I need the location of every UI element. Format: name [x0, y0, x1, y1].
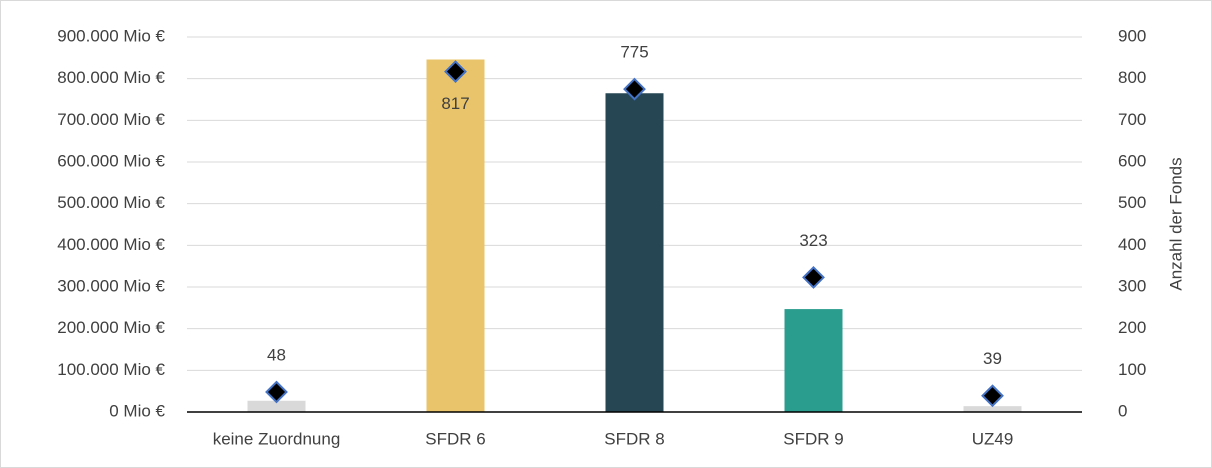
- bar: [784, 309, 843, 412]
- y2-tick-label: 300: [1118, 276, 1146, 295]
- diamond-marker: [981, 384, 1004, 408]
- diamond-marker: [802, 266, 825, 289]
- bar: [963, 406, 1022, 412]
- x-tick-label: keine Zuordnung: [213, 429, 341, 448]
- y-tick-label: 0 Mio €: [109, 401, 165, 420]
- x-tick-label: SFDR 8: [604, 429, 664, 448]
- y-tick-label: 600.000 Mio €: [57, 151, 165, 170]
- y2-tick-label: 500: [1118, 193, 1146, 212]
- data-label: 48: [267, 345, 286, 364]
- y-tick-label: 100.000 Mio €: [57, 360, 165, 379]
- bar: [605, 93, 664, 412]
- data-label: 817: [441, 94, 469, 113]
- y2-tick-label: 200: [1118, 318, 1146, 337]
- data-label: 39: [983, 349, 1002, 368]
- data-label: 323: [799, 231, 827, 250]
- bar: [247, 400, 306, 412]
- x-tick-label: SFDR 6: [425, 429, 485, 448]
- diamond-marker: [265, 380, 288, 404]
- y-tick-label: 900.000 Mio €: [57, 26, 165, 45]
- diamond-marker: [444, 60, 467, 83]
- y2-tick-label: 100: [1118, 360, 1146, 379]
- y2-tick-label: 700: [1118, 110, 1146, 129]
- y-tick-label: 700.000 Mio €: [57, 110, 165, 129]
- x-tick-label: SFDR 9: [783, 429, 843, 448]
- y2-axis-label: Anzahl der Fonds: [1166, 157, 1185, 290]
- data-label: 775: [620, 43, 648, 62]
- y-tick-label: 800.000 Mio €: [57, 68, 165, 87]
- bar: [426, 59, 485, 412]
- y2-tick-label: 0: [1118, 401, 1127, 420]
- y-tick-label: 200.000 Mio €: [57, 318, 165, 337]
- y-tick-label: 500.000 Mio €: [57, 193, 165, 212]
- y2-tick-label: 800: [1118, 68, 1146, 87]
- x-tick-label: UZ49: [972, 429, 1014, 448]
- y2-tick-label: 600: [1118, 151, 1146, 170]
- y-tick-label: 400.000 Mio €: [57, 235, 165, 254]
- y2-tick-label: 400: [1118, 235, 1146, 254]
- diamond-marker: [623, 77, 646, 101]
- y-tick-label: 300.000 Mio €: [57, 276, 165, 295]
- y2-tick-label: 900: [1118, 26, 1146, 45]
